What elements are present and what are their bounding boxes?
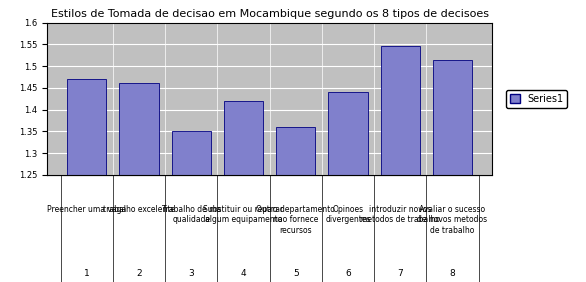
Bar bbox=[224, 101, 263, 282]
Bar bbox=[120, 83, 159, 282]
Text: Preencher uma vaga: Preencher uma vaga bbox=[47, 205, 127, 214]
Bar bbox=[276, 127, 315, 282]
Text: 1: 1 bbox=[84, 269, 90, 278]
Text: 7: 7 bbox=[397, 269, 403, 278]
Text: 6: 6 bbox=[345, 269, 351, 278]
Text: Avaliar o sucesso
de novos metodos
de trabalho: Avaliar o sucesso de novos metodos de tr… bbox=[417, 205, 488, 235]
Bar bbox=[67, 79, 106, 282]
Title: Estilos de Tomada de decisao em Mocambique segundo os 8 tipos de decisoes: Estilos de Tomada de decisao em Mocambiq… bbox=[50, 9, 489, 19]
Bar bbox=[328, 92, 367, 282]
Text: 5: 5 bbox=[293, 269, 298, 278]
Text: 2: 2 bbox=[136, 269, 142, 278]
Text: 8: 8 bbox=[449, 269, 455, 278]
Text: Substituir ou reparar
algum equipamento: Substituir ou reparar algum equipamento bbox=[203, 205, 284, 224]
Bar bbox=[380, 47, 420, 282]
Text: introduzir novos
metodos de trabalho: introduzir novos metodos de trabalho bbox=[360, 205, 440, 224]
Text: 3: 3 bbox=[188, 269, 194, 278]
Text: Opinoes
divergentes: Opinoes divergentes bbox=[325, 205, 371, 224]
Text: Outro departamento
nao fornece
recursos: Outro departamento nao fornece recursos bbox=[256, 205, 335, 235]
Text: Trabalho de ma
qualidade: Trabalho de ma qualidade bbox=[162, 205, 221, 224]
Bar bbox=[433, 60, 472, 282]
Text: trabalho excelente: trabalho excelente bbox=[103, 205, 175, 214]
Text: 4: 4 bbox=[241, 269, 246, 278]
Legend: Series1: Series1 bbox=[506, 90, 567, 108]
Bar bbox=[172, 131, 211, 282]
